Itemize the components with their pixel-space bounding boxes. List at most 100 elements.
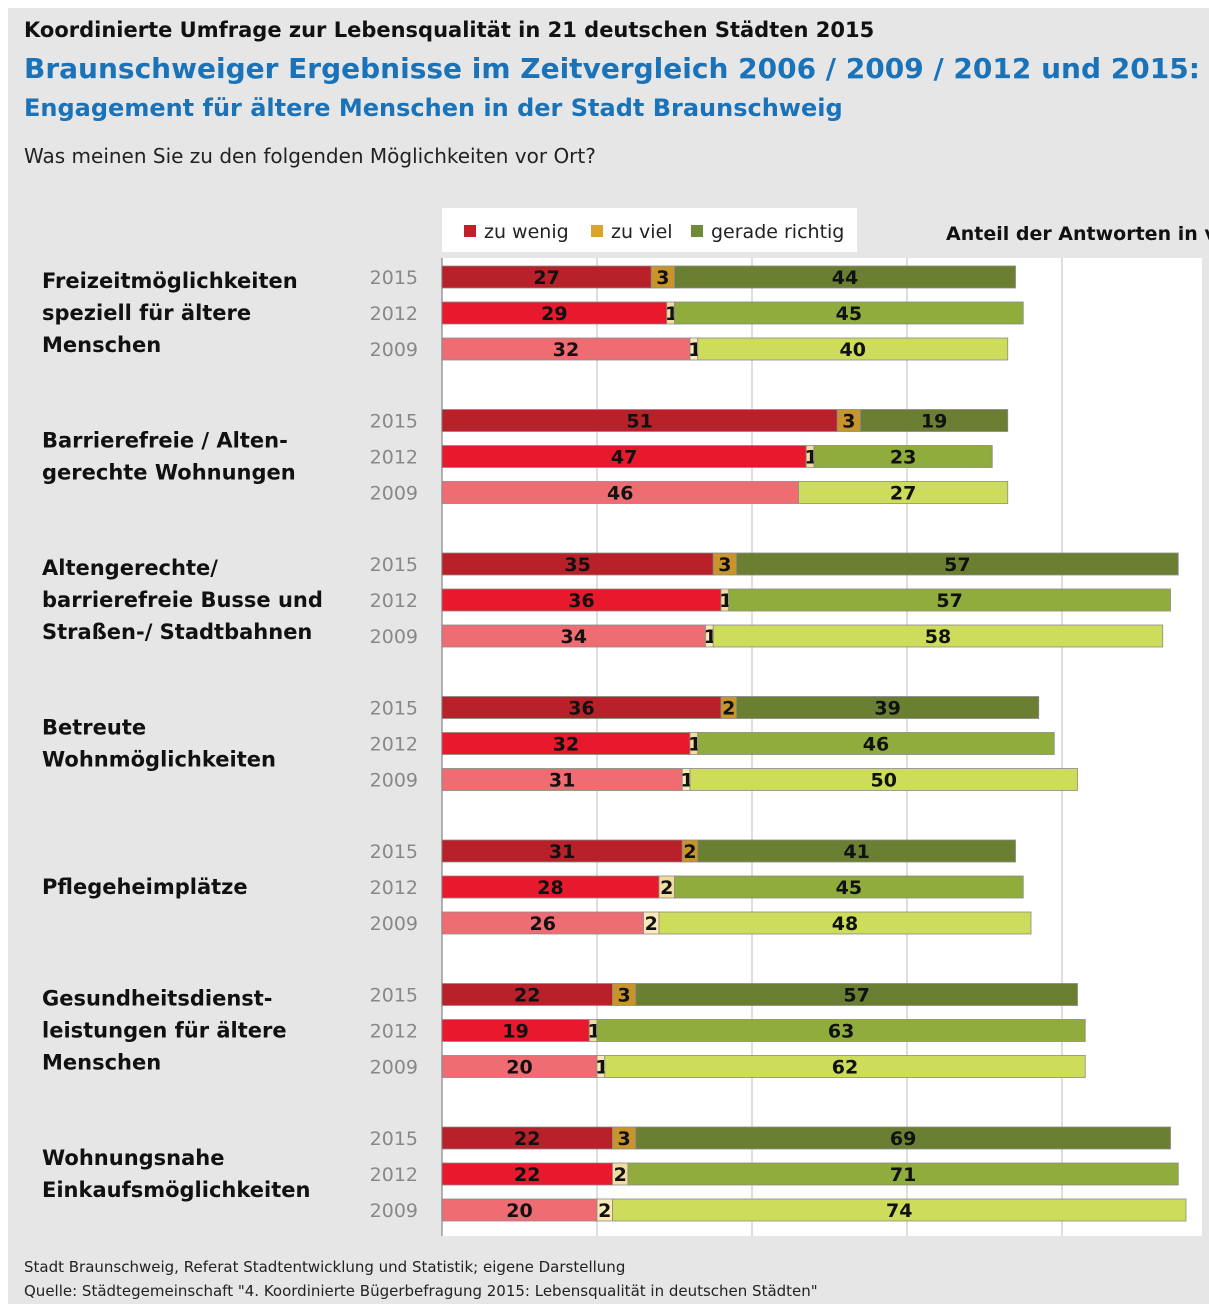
data-label: 58 — [925, 626, 951, 648]
data-label: 40 — [840, 339, 866, 361]
data-label: 35 — [564, 554, 590, 576]
bar-segment-gerade-richtig — [635, 983, 1078, 1006]
bar-segment-gerade-richtig — [697, 839, 1016, 863]
category-label: gerechte Wohnungen — [42, 461, 296, 485]
data-label: 31 — [549, 770, 575, 792]
data-label: 20 — [506, 1057, 532, 1079]
bar-segment-gerade-richtig — [798, 481, 1009, 504]
category-label: barrierefreie Busse und — [42, 588, 323, 612]
data-label: 32 — [553, 734, 579, 756]
footer-source: Quelle: Städtegemeinschaft "4. Koordinie… — [24, 1282, 818, 1300]
category-label: Wohnungsnahe — [42, 1146, 225, 1170]
year-label: 2009 — [370, 626, 418, 648]
data-label: 27 — [890, 483, 916, 505]
bar-segment-gerade-richtig — [612, 1198, 1187, 1222]
data-label: 36 — [568, 590, 594, 612]
legend-swatch — [691, 225, 703, 237]
data-label: 63 — [828, 1021, 854, 1043]
data-label: 32 — [553, 339, 579, 361]
data-label: 31 — [549, 841, 575, 863]
data-label: 57 — [944, 554, 970, 576]
year-label: 2012 — [370, 590, 418, 612]
year-label: 2015 — [370, 1128, 418, 1150]
data-label: 2 — [683, 841, 696, 863]
survey-question: Was meinen Sie zu den folgenden Möglichk… — [24, 144, 596, 168]
year-label: 2009 — [370, 483, 418, 505]
category-label: Wohnmöglichkeiten — [42, 748, 276, 772]
unit-label: Anteil der Antworten in vH — [946, 223, 1209, 245]
data-label: 69 — [890, 1128, 916, 1150]
data-label: 62 — [832, 1057, 858, 1079]
year-label: 2015 — [370, 698, 418, 720]
data-label: 48 — [832, 913, 858, 935]
data-label: 2 — [645, 913, 658, 935]
data-label: 3 — [618, 1128, 631, 1150]
year-label: 2012 — [370, 877, 418, 899]
year-label: 2015 — [370, 267, 418, 289]
year-label: 2012 — [370, 734, 418, 756]
bar-segment-gerade-richtig — [627, 1162, 1179, 1186]
bar-segment-gerade-richtig — [736, 696, 1040, 719]
data-label: 27 — [533, 267, 559, 289]
data-label: 22 — [514, 1128, 540, 1150]
data-label: 2 — [722, 698, 735, 720]
year-label: 2012 — [370, 1164, 418, 1186]
bar-segment-gerade-richtig — [635, 1126, 1171, 1150]
data-label: 3 — [618, 985, 631, 1007]
legend-label: zu wenig — [484, 221, 569, 243]
category-label: Gesundheitsdienst- — [42, 987, 273, 1011]
data-label: 57 — [843, 985, 869, 1007]
legend-swatch — [591, 225, 603, 237]
page-subtitle-2: Engagement für ältere Menschen in der St… — [24, 94, 843, 122]
bar-segment-gerade-richtig — [689, 768, 1078, 791]
bar-segment-gerade-richtig — [674, 875, 1024, 899]
data-label: 3 — [656, 267, 669, 289]
category-label: leistungen für ältere — [42, 1019, 287, 1043]
data-label: 46 — [863, 734, 889, 756]
data-label: 2 — [660, 877, 673, 899]
year-label: 2009 — [370, 770, 418, 792]
bar-segment-gerade-richtig — [604, 1055, 1086, 1078]
data-label: 22 — [514, 985, 540, 1007]
bar-segment-gerade-richtig — [736, 552, 1179, 576]
data-label: 26 — [530, 913, 556, 935]
data-label: 19 — [921, 411, 947, 433]
year-label: 2012 — [370, 303, 418, 325]
data-label: 3 — [718, 554, 731, 576]
data-label: 51 — [626, 411, 652, 433]
data-label: 23 — [890, 447, 916, 469]
data-label: 50 — [871, 770, 897, 792]
year-label: 2009 — [370, 1200, 418, 1222]
year-label: 2015 — [370, 554, 418, 576]
legend-box — [442, 208, 857, 252]
data-label: 39 — [874, 698, 900, 720]
data-label: 45 — [836, 303, 862, 325]
category-label: Straßen-/ Stadtbahnen — [42, 620, 312, 644]
bar-segment-gerade-richtig — [697, 337, 1009, 361]
stacked-bar-chart: zu wenig zu viel gerade richtig Anteil der … — [42, 208, 1209, 1236]
data-label: 22 — [514, 1164, 540, 1186]
year-label: 2015 — [370, 985, 418, 1007]
data-label: 41 — [843, 841, 869, 863]
category-label: Menschen — [42, 1051, 161, 1075]
category-label: Pflegeheimplätze — [42, 875, 248, 899]
year-label: 2012 — [370, 1021, 418, 1043]
data-label: 45 — [836, 877, 862, 899]
bar-segment-gerade-richtig — [674, 301, 1024, 325]
category-label: speziell für ältere — [42, 301, 251, 325]
year-label: 2012 — [370, 447, 418, 469]
data-label: 71 — [890, 1164, 916, 1186]
bar-segment-gerade-richtig — [658, 911, 1032, 935]
data-label: 20 — [506, 1200, 532, 1222]
bar-segment-gerade-richtig — [674, 265, 1016, 289]
data-label: 2 — [614, 1164, 627, 1186]
data-label: 74 — [886, 1200, 912, 1222]
year-label: 2009 — [370, 339, 418, 361]
data-label: 2 — [598, 1200, 611, 1222]
legend-label: zu viel — [611, 221, 673, 243]
category-label: Freizeitmöglichkeiten — [42, 269, 298, 293]
year-label: 2015 — [370, 411, 418, 433]
data-label: 19 — [502, 1021, 528, 1043]
year-label: 2009 — [370, 913, 418, 935]
legend-swatch — [464, 225, 476, 237]
